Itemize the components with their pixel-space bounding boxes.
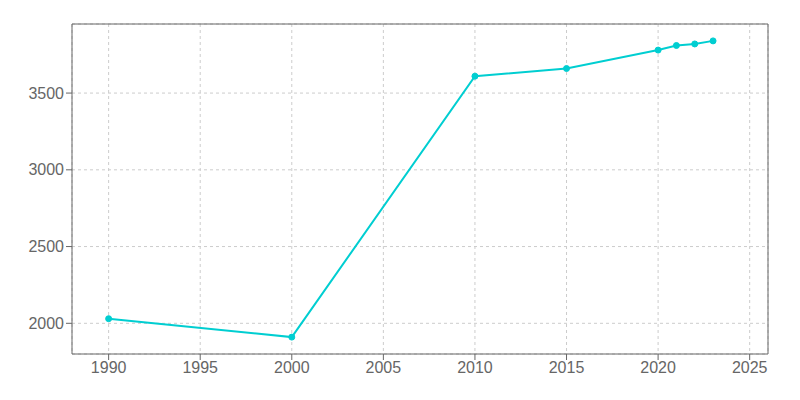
- svg-text:1990: 1990: [91, 359, 127, 376]
- svg-text:2000: 2000: [28, 315, 64, 332]
- svg-text:2015: 2015: [549, 359, 585, 376]
- svg-text:1995: 1995: [182, 359, 218, 376]
- svg-text:3000: 3000: [28, 161, 64, 178]
- svg-text:3500: 3500: [28, 85, 64, 102]
- svg-text:2010: 2010: [457, 359, 493, 376]
- svg-text:2500: 2500: [28, 238, 64, 255]
- svg-text:2000: 2000: [274, 359, 310, 376]
- svg-text:2025: 2025: [732, 359, 768, 376]
- svg-text:2020: 2020: [640, 359, 676, 376]
- svg-text:2005: 2005: [366, 359, 402, 376]
